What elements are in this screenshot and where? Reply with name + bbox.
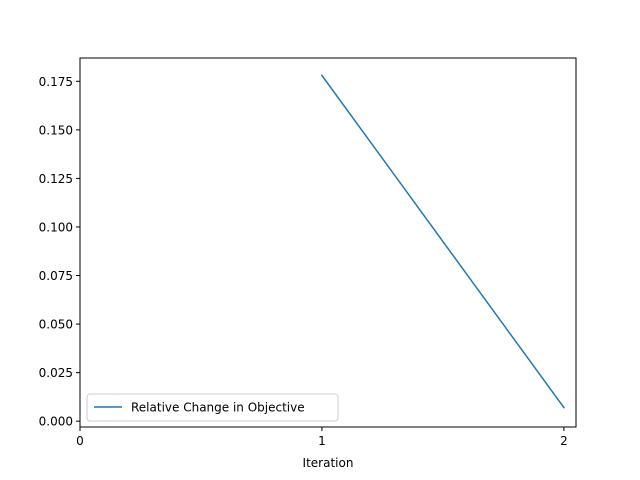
x-tick-label: 1: [318, 434, 326, 448]
plot-frame: [79, 57, 577, 428]
plot-area: [80, 58, 576, 427]
legend: Relative Change in Objective: [86, 393, 339, 422]
y-axis-ticks: 0.000 0.025 0.050 0.075 0.100 0.125 0.150 0.175: [39, 75, 80, 429]
series-line-0: [320, 74, 565, 409]
series-layer: [320, 74, 565, 409]
y-tick-label: 0.175: [39, 75, 73, 89]
legend-label: Relative Change in Objective: [131, 401, 305, 415]
y-tick-label: 0.075: [39, 269, 73, 283]
x-axis-ticks: 0 1 2: [76, 427, 568, 448]
y-tick-label: 0.025: [39, 366, 73, 380]
y-tick-label: 0.150: [39, 123, 73, 137]
y-tick-label: 0.125: [39, 172, 73, 186]
x-tick-label: 2: [560, 434, 568, 448]
y-tick-label: 0.000: [39, 415, 73, 429]
x-axis-label: Iteration: [303, 456, 354, 470]
y-tick-label: 0.050: [39, 318, 73, 332]
x-tick-label: 0: [76, 434, 84, 448]
legend-box: [86, 393, 339, 422]
y-tick-label: 0.100: [39, 220, 73, 234]
